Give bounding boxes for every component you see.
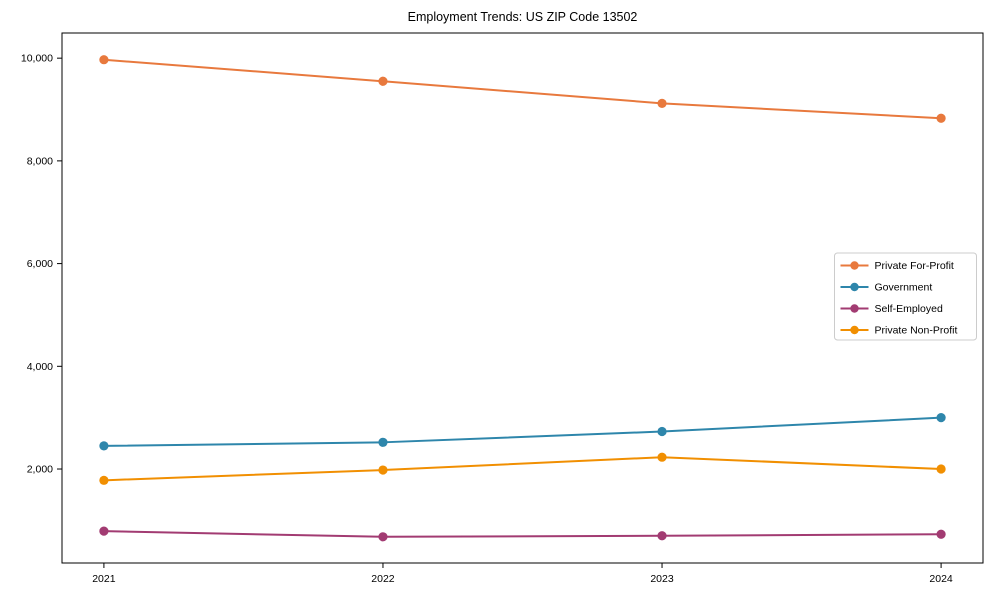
x-tick-label: 2023 (650, 573, 674, 585)
legend-label: Self-Employed (875, 303, 943, 315)
legend-marker (850, 282, 859, 292)
data-point-private-non-profit-2022 (378, 465, 388, 475)
legend-entry-private-non-profit: Private Non-Profit (840, 325, 958, 337)
legend-marker (850, 261, 859, 270)
series-line-private-for-profit (102, 58, 943, 120)
data-point-government-2024 (936, 413, 946, 423)
data-point-private-for-profit-2021 (99, 55, 109, 65)
legend-label: Private For-Profit (875, 260, 954, 272)
data-point-government-2021 (99, 441, 109, 451)
data-point-self-employed-2021 (99, 526, 109, 536)
y-tick-label: 10,000 (21, 53, 53, 65)
legend-marker (850, 304, 859, 313)
series-line-self-employed (102, 530, 943, 538)
legend-label: Private Non-Profit (875, 325, 958, 337)
x-tick-label: 2024 (929, 573, 953, 585)
series-line-private-non-profit (102, 456, 943, 482)
data-point-private-non-profit-2021 (99, 475, 109, 485)
legend-marker (850, 325, 859, 335)
series-line-government (102, 416, 943, 447)
y-tick-label: 6,000 (27, 258, 53, 270)
y-tick-label: 8,000 (27, 155, 53, 167)
plot-area-border (61, 32, 984, 564)
data-point-self-employed-2024 (936, 529, 946, 539)
data-point-private-non-profit-2024 (936, 464, 946, 474)
data-point-self-employed-2022 (378, 532, 388, 542)
legend-label: Government (875, 282, 933, 294)
legend-entry-self-employed: Self-Employed (840, 303, 943, 315)
chart-title: Employment Trends: US ZIP Code 13502 (407, 10, 638, 24)
data-point-private-for-profit-2024 (936, 113, 946, 123)
y-tick-label: 2,000 (27, 464, 53, 476)
legend-entry-government: Government (840, 282, 933, 294)
legend-entry-private-for-profit: Private For-Profit (840, 260, 954, 272)
data-point-private-for-profit-2023 (657, 98, 667, 108)
data-point-private-non-profit-2023 (657, 452, 667, 462)
data-point-government-2022 (378, 437, 388, 447)
data-point-self-employed-2023 (657, 531, 667, 541)
data-point-government-2023 (657, 426, 667, 437)
legend: Private For-Profit Government Self-Employe… (834, 252, 977, 341)
x-tick-label: 2022 (371, 573, 395, 585)
legend-box (834, 252, 977, 341)
x-tick-label: 2021 (92, 573, 116, 585)
y-tick-label: 4,000 (27, 361, 53, 373)
data-point-private-for-profit-2022 (378, 76, 388, 86)
